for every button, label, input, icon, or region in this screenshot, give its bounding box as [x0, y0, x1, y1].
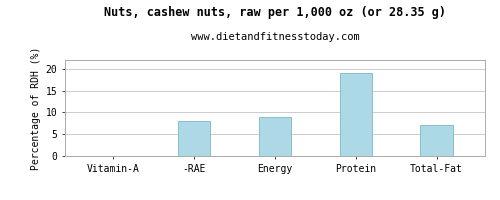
Bar	[259, 117, 291, 156]
Bar	[340, 73, 372, 156]
Bar	[420, 125, 452, 156]
Text: www.dietandfitnesstoday.com: www.dietandfitnesstoday.com	[190, 32, 360, 42]
Text: Nuts, cashew nuts, raw per 1,000 oz (or 28.35 g): Nuts, cashew nuts, raw per 1,000 oz (or …	[104, 6, 446, 19]
Bar	[178, 121, 210, 156]
Y-axis label: Percentage of RDH (%): Percentage of RDH (%)	[32, 46, 42, 170]
